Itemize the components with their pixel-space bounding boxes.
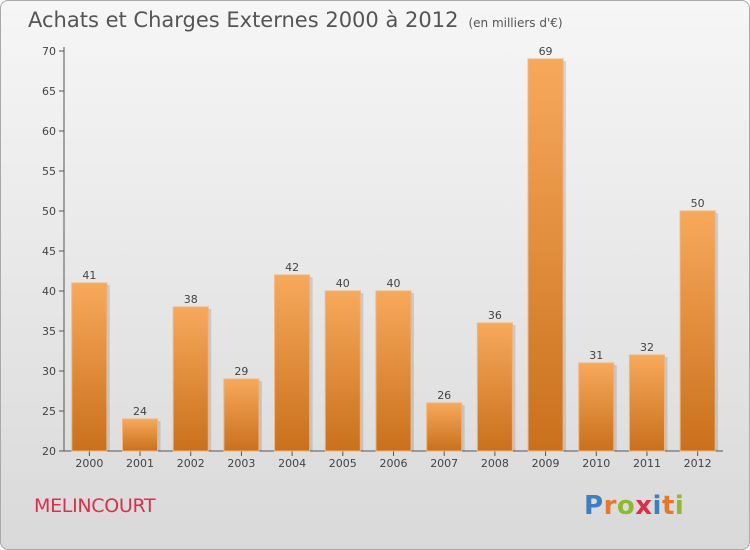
bar-2000 [71,282,108,452]
value-label-2002: 38 [184,293,198,306]
value-label-2009: 69 [539,45,553,58]
logo-letter: t [661,491,675,521]
logo-letter: x [635,491,653,521]
bar-2002 [172,306,209,452]
y-tick-label: 45 [42,245,56,258]
bar-2001 [122,418,159,452]
logo-letter: i [652,491,662,521]
chart-unit: (en milliers d'€) [468,16,563,30]
y-tick-label: 25 [42,405,56,418]
logo-letter: r [603,491,617,521]
x-tick-label: 2003 [227,457,255,470]
bar-2006 [375,290,412,452]
y-tick-label: 70 [42,45,56,58]
bar-2009 [527,58,564,452]
y-tick-label: 40 [42,285,56,298]
bars [71,58,719,452]
y-tick-label: 55 [42,165,56,178]
x-tick-label: 2000 [75,457,103,470]
data-labels: 41 24 38 29 42 40 40 26 36 69 31 32 50 [82,45,704,418]
bar-2012 [679,210,716,452]
x-tick-label: 2005 [329,457,357,470]
y-tick-label: 30 [42,365,56,378]
value-label-2012: 50 [691,197,705,210]
value-label-2000: 41 [82,269,96,282]
x-tick-label: 2006 [380,457,408,470]
value-label-2007: 26 [437,389,451,402]
value-label-2006: 40 [387,277,401,290]
axes: 20 25 30 35 40 45 50 55 60 65 70 2000 2001 2002 2003 20… [42,45,723,470]
x-tick-label: 2011 [633,457,661,470]
x-tick-label: 2010 [582,457,610,470]
chart-title: Achats et Charges Externes 2000 à 2012 (e… [28,8,563,32]
x-tick-label: 2007 [430,457,458,470]
y-tick-label: 35 [42,325,56,338]
bar-2010 [578,362,615,452]
x-tick-label: 2012 [684,457,712,470]
bar-2003 [223,378,260,452]
bar-2007 [426,402,463,452]
bar-2004 [274,274,311,452]
bar-2011 [628,354,665,452]
logo-letter: o [616,491,636,521]
bar-2008 [476,322,513,452]
y-tick-label: 50 [42,205,56,218]
value-label-2010: 31 [589,349,603,362]
town-name: MELINCOURT [34,495,156,517]
x-tick-label: 2008 [481,457,509,470]
chart-title-main: Achats et Charges Externes 2000 à 2012 [28,8,459,32]
y-tick-label: 65 [42,85,56,98]
proxiti-logo: Proxiti [584,491,684,521]
x-tick-label: 2009 [532,457,560,470]
value-label-2003: 29 [234,365,248,378]
x-tick-label: 2001 [126,457,154,470]
value-label-2005: 40 [336,277,350,290]
logo-letter: i [674,491,685,521]
value-label-2001: 24 [133,405,147,418]
bar-2005 [324,290,361,452]
logo-letter: P [584,491,604,521]
x-tick-label: 2002 [177,457,205,470]
value-label-2004: 42 [285,261,299,274]
value-label-2008: 36 [488,309,502,322]
value-label-2011: 32 [640,341,654,354]
y-tick-label: 60 [42,125,56,138]
y-tick-label: 20 [42,445,56,458]
x-tick-label: 2004 [278,457,306,470]
